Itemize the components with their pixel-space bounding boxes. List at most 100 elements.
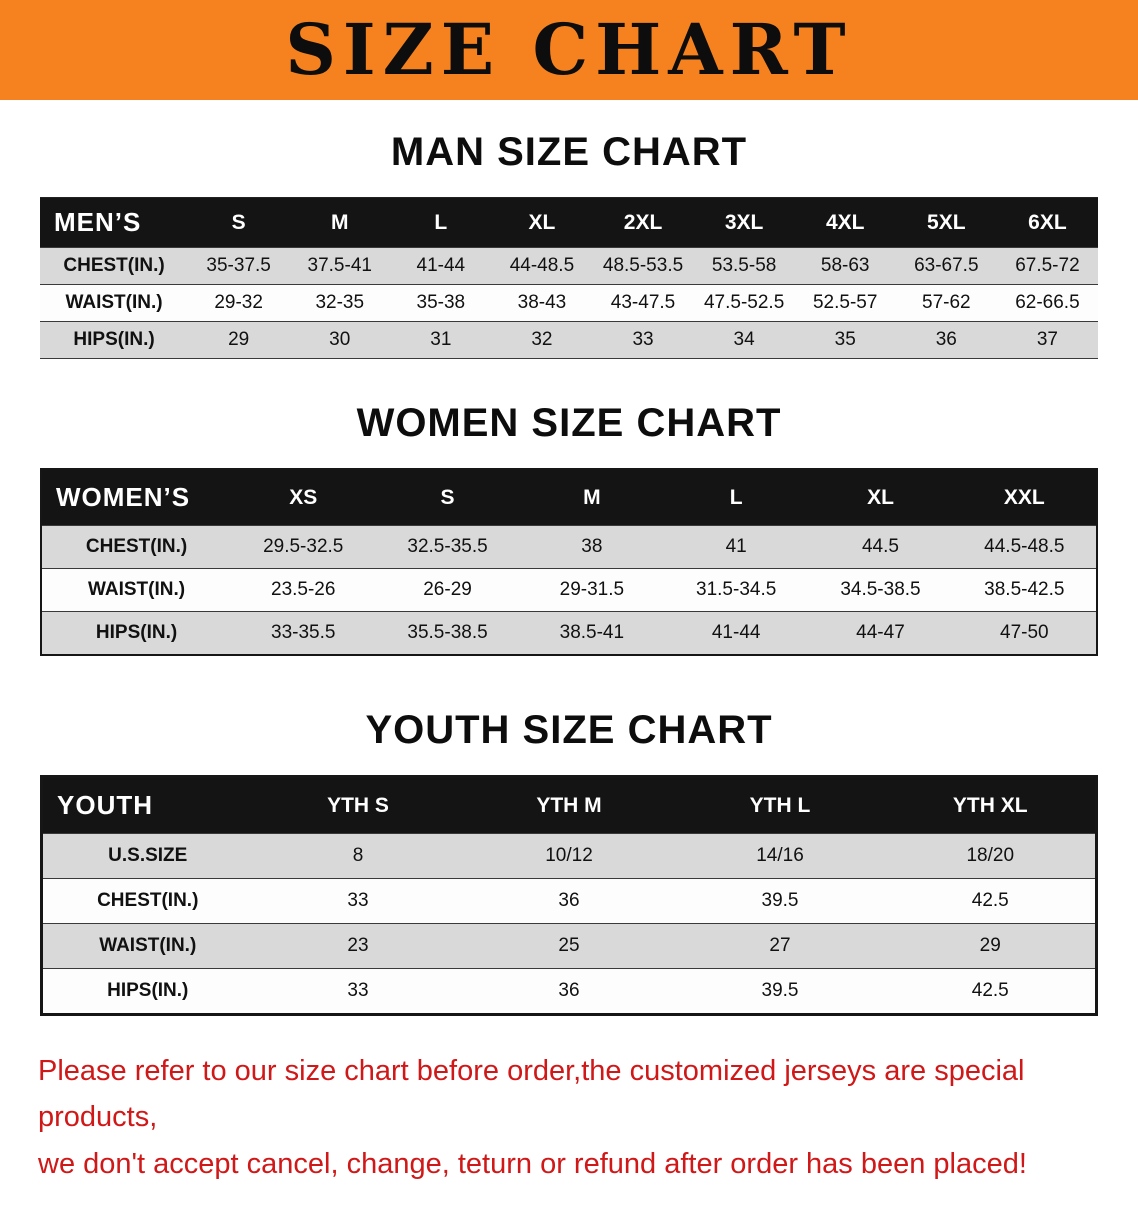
table-header-row: MEN’S S M L XL 2XL 3XL 4XL 5XL 6XL bbox=[40, 197, 1098, 248]
value-cell: 14/16 bbox=[756, 845, 804, 866]
size-header-cell: XXL bbox=[952, 469, 1097, 526]
value-cell: 38-43 bbox=[517, 292, 567, 313]
size-header-cell: 5XL bbox=[895, 197, 997, 248]
size-header-cell: 3XL bbox=[693, 197, 795, 248]
row-label-cell: WAIST(IN.) bbox=[99, 935, 197, 956]
value-cell: 32-35 bbox=[315, 292, 365, 313]
value-cell: 29.5-32.5 bbox=[263, 536, 344, 557]
value-cell: 52.5-57 bbox=[812, 292, 878, 313]
value-cell: 33 bbox=[347, 890, 369, 911]
value-cell: 36 bbox=[558, 890, 580, 911]
value-cell: 47-50 bbox=[1000, 622, 1049, 643]
value-cell: 58-63 bbox=[820, 255, 870, 276]
size-header-cell: S bbox=[188, 197, 290, 248]
note-line-1: Please refer to our size chart before or… bbox=[38, 1055, 1025, 1134]
row-label-cell: WAIST(IN.) bbox=[87, 579, 186, 600]
value-cell: 34 bbox=[733, 329, 755, 350]
value-cell: 33-35.5 bbox=[271, 622, 336, 643]
value-cell: 39.5 bbox=[761, 890, 799, 911]
value-cell: 23 bbox=[347, 935, 369, 956]
value-cell: 29-31.5 bbox=[559, 579, 625, 600]
youth-section-heading: YOUTH SIZE CHART bbox=[365, 708, 773, 752]
measurement-row: WAIST(IN.) 23.5-26 26-29 29-31.5 31.5-34.5 34… bbox=[41, 568, 1097, 612]
size-header-cell: 6XL bbox=[996, 197, 1098, 248]
value-cell: 41 bbox=[725, 536, 747, 557]
value-cell: 36 bbox=[558, 980, 580, 1001]
measurement-row: HIPS(IN.) 33-35.5 35.5-38.5 38.5-41 41-44 44-… bbox=[41, 611, 1097, 655]
value-cell: 35 bbox=[834, 329, 856, 350]
row-label-cell: U.S.SIZE bbox=[108, 845, 188, 866]
measurement-row: CHEST(IN.) 33 36 39.5 42.5 bbox=[41, 878, 1097, 924]
value-cell: 30 bbox=[329, 329, 351, 350]
size-header-cell: S bbox=[375, 469, 520, 526]
value-cell: 8 bbox=[352, 845, 364, 866]
value-cell: 57-62 bbox=[922, 292, 971, 313]
women-size-table: WOMEN’S XS S M L XL XXL CHEST(IN.) 29.5-32.5 32.5… bbox=[40, 468, 1098, 656]
footer-note: Please refer to our size chart before or… bbox=[38, 1048, 1100, 1187]
value-cell: 44.5-48.5 bbox=[984, 536, 1065, 557]
value-cell: 67.5-72 bbox=[1015, 255, 1080, 276]
table-title-cell: WOMEN’S bbox=[41, 469, 232, 526]
table-title-cell: YOUTH bbox=[41, 776, 253, 834]
value-cell: 23.5-26 bbox=[271, 579, 336, 600]
size-header-cell: YTH S bbox=[252, 776, 464, 834]
women-size-chart-section: WOMEN SIZE CHART WOMEN’S XS S M L XL XXL CHEST(… bbox=[0, 401, 1138, 656]
value-cell: 35-37.5 bbox=[206, 255, 271, 276]
value-cell: 33 bbox=[632, 329, 654, 350]
value-cell: 43-47.5 bbox=[610, 292, 676, 313]
value-cell: 53.5-58 bbox=[711, 255, 777, 276]
size-header-cell: M bbox=[289, 197, 391, 248]
measurement-row: HIPS(IN.) 29 30 31 32 33 34 35 36 37 bbox=[40, 321, 1098, 359]
value-cell: 32.5-35.5 bbox=[407, 536, 488, 557]
value-cell: 62-66.5 bbox=[1015, 292, 1080, 313]
value-cell: 27 bbox=[769, 935, 791, 956]
row-label-cell: CHEST(IN.) bbox=[85, 536, 188, 557]
value-cell: 38.5-41 bbox=[559, 622, 625, 643]
value-cell: 26-29 bbox=[423, 579, 472, 600]
row-label-cell: HIPS(IN.) bbox=[73, 329, 155, 350]
measurement-row: HIPS(IN.) 33 36 39.5 42.5 bbox=[41, 968, 1097, 1015]
measurement-row: CHEST(IN.) 35-37.5 37.5-41 41-44 44-48.5 48.5… bbox=[40, 247, 1098, 285]
page-title: SIZE CHART bbox=[285, 8, 853, 91]
size-header-cell: L bbox=[390, 197, 492, 248]
value-cell: 44-48.5 bbox=[509, 255, 575, 276]
value-cell: 38.5-42.5 bbox=[984, 579, 1065, 600]
size-header-cell: XL bbox=[491, 197, 593, 248]
men-size-chart-section: MAN SIZE CHART MEN’S S M L XL 2XL 3XL 4XL 5XL 6XL… bbox=[0, 130, 1138, 359]
value-cell: 42.5 bbox=[971, 890, 1009, 911]
table-header-row: YOUTH YTH S YTH M YTH L YTH XL bbox=[41, 776, 1097, 834]
youth-size-table: YOUTH YTH S YTH M YTH L YTH XL U.S.SIZE 8 10/12… bbox=[40, 775, 1098, 1016]
measurement-row: WAIST(IN.) 23 25 27 29 bbox=[41, 923, 1097, 969]
value-cell: 10/12 bbox=[545, 845, 593, 866]
measurement-row: CHEST(IN.) 29.5-32.5 32.5-35.5 38 41 44.5 44.5… bbox=[41, 525, 1097, 569]
size-header-cell: XL bbox=[808, 469, 953, 526]
size-header-cell: XS bbox=[231, 469, 376, 526]
table-header-row: WOMEN’S XS S M L XL XXL bbox=[41, 469, 1097, 526]
youth-size-chart-section: YOUTH SIZE CHART YOUTH YTH S YTH M YTH L YTH… bbox=[0, 708, 1138, 1016]
note-line-2: we don't accept cancel, change, teturn o… bbox=[38, 1147, 1027, 1180]
value-cell: 32 bbox=[531, 329, 553, 350]
value-cell: 44-47 bbox=[856, 622, 905, 643]
value-cell: 29 bbox=[228, 329, 250, 350]
size-header-cell: YTH L bbox=[674, 776, 886, 834]
men-section-heading: MAN SIZE CHART bbox=[390, 130, 748, 174]
value-cell: 37.5-41 bbox=[307, 255, 372, 276]
value-cell: 44.5 bbox=[861, 536, 899, 557]
value-cell: 29-32 bbox=[214, 292, 263, 313]
row-label-cell: CHEST(IN.) bbox=[63, 255, 165, 276]
size-header-cell: L bbox=[664, 469, 809, 526]
size-header-cell: YTH M bbox=[463, 776, 675, 834]
value-cell: 34.5-38.5 bbox=[840, 579, 921, 600]
size-header-cell: YTH XL bbox=[885, 776, 1097, 834]
size-header-cell: 4XL bbox=[794, 197, 896, 248]
value-cell: 42.5 bbox=[971, 980, 1009, 1001]
men-size-table: MEN’S S M L XL 2XL 3XL 4XL 5XL 6XL CHEST(IN.) 35-37… bbox=[40, 197, 1098, 359]
row-label-cell: HIPS(IN.) bbox=[107, 980, 189, 1001]
row-label-cell: HIPS(IN.) bbox=[95, 622, 178, 643]
value-cell: 47.5-52.5 bbox=[703, 292, 785, 313]
value-cell: 35.5-38.5 bbox=[407, 622, 488, 643]
size-header-cell: 2XL bbox=[592, 197, 694, 248]
value-cell: 39.5 bbox=[761, 980, 799, 1001]
value-cell: 25 bbox=[558, 935, 580, 956]
